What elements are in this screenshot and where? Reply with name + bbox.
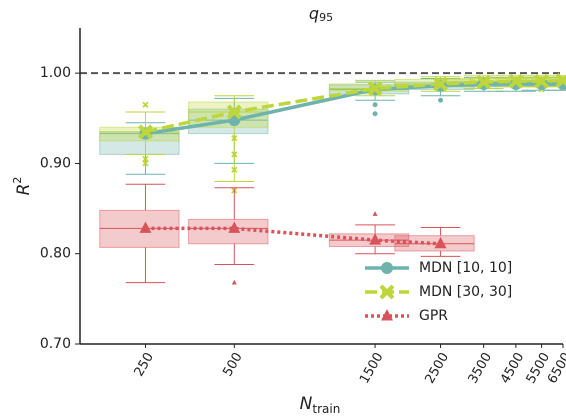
y-tick-label: 0.80: [40, 246, 71, 262]
y-tick-label: 1.00: [40, 65, 71, 81]
legend-marker: [381, 262, 393, 274]
marker: [369, 233, 382, 245]
legend-label: GPR: [419, 308, 448, 324]
marker: [372, 111, 378, 117]
marker: [231, 279, 237, 285]
series-line: [145, 78, 564, 134]
marker: [142, 160, 149, 167]
title-sub: 95: [319, 11, 333, 24]
marker: [372, 102, 378, 108]
marker: [142, 101, 149, 108]
chart-title: q95: [309, 4, 333, 25]
y-tick-label: 0.70: [40, 336, 71, 352]
marker: [508, 73, 524, 89]
marker: [231, 135, 238, 142]
y-tick-label: 0.90: [40, 155, 71, 171]
marker: [534, 73, 550, 89]
y-axis-label: R2: [11, 177, 34, 196]
xlabel-sub: train: [312, 402, 340, 416]
series-line: [145, 226, 441, 246]
marker: [137, 124, 153, 140]
x-tick-label: 250: [132, 350, 157, 379]
marker: [438, 97, 444, 103]
xlabel-main: N: [300, 394, 313, 414]
marker: [372, 211, 378, 216]
legend-marker: [379, 284, 395, 300]
legend-label: MDN [10, 10]: [419, 260, 512, 276]
x-tick-label: 4500: [498, 350, 528, 386]
marker: [434, 236, 447, 249]
x-axis-label: Ntrain: [300, 394, 341, 416]
marker: [476, 74, 492, 90]
x-tick-label: 3500: [466, 350, 496, 386]
marker: [139, 221, 152, 233]
legend: MDN [10, 10] MDN [30, 30] GPR: [365, 260, 512, 324]
x-tick-label: 1500: [357, 350, 387, 386]
marker: [433, 76, 449, 92]
marker: [231, 151, 238, 158]
ylabel-sup: 2: [11, 177, 24, 184]
title-main: q: [309, 4, 319, 23]
x-tick-label: 2500: [423, 350, 453, 386]
legend-marker: [381, 309, 393, 321]
marker: [228, 221, 241, 233]
legend-label: MDN [30, 30]: [419, 284, 512, 300]
marker: [226, 104, 242, 120]
marker: [231, 166, 238, 173]
marker: [555, 72, 566, 88]
ylabel-main: R: [14, 184, 34, 196]
marker: [367, 81, 383, 96]
x-tick-label: 500: [220, 350, 245, 379]
